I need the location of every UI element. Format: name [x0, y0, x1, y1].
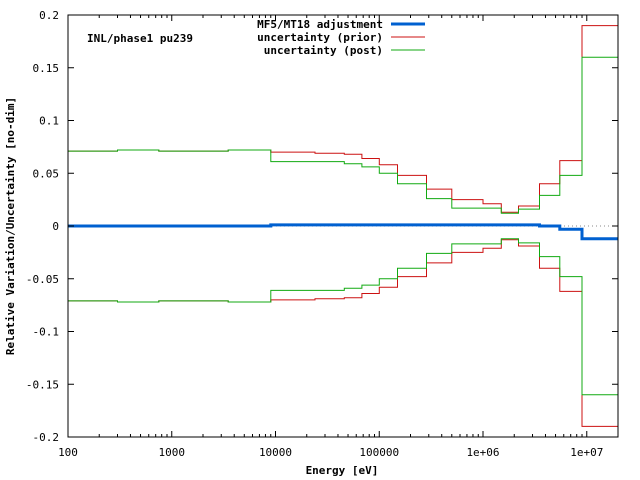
legend-label: uncertainty (prior)	[257, 31, 383, 44]
x-tick-label: 1e+06	[466, 446, 499, 459]
y-tick-label: -0.05	[26, 273, 59, 286]
chart-annotation: INL/phase1 pu239	[87, 32, 193, 45]
x-tick-label: 10000	[259, 446, 292, 459]
y-tick-label: 0.15	[33, 62, 60, 75]
y-tick-label: -0.2	[33, 431, 60, 444]
legend-label: uncertainty (post)	[264, 44, 383, 57]
y-tick-label: 0	[52, 220, 59, 233]
x-tick-label: 100	[58, 446, 78, 459]
x-tick-label: 100000	[359, 446, 399, 459]
x-tick-label: 1e+07	[570, 446, 603, 459]
series-layer	[68, 25, 618, 427]
series-line-uncertainty-post-negative	[68, 238, 618, 396]
y-tick-label: 0.1	[39, 115, 59, 128]
y-tick-label: -0.1	[33, 326, 60, 339]
x-tick-label: 1000	[159, 446, 186, 459]
y-axis-title: Relative Variation/Uncertainty [no-dim]	[4, 97, 17, 355]
series-line-uncertainty-post	[68, 56, 618, 214]
x-axis-title: Energy [eV]	[306, 464, 379, 477]
y-tick-label: -0.15	[26, 378, 59, 391]
series-line-uncertainty-prior-negative	[68, 239, 618, 427]
series-line-mf5-mt18-adjustment	[68, 223, 618, 241]
y-tick-label: 0.2	[39, 9, 59, 22]
legend-label: MF5/MT18 adjustment	[257, 18, 383, 31]
y-tick-label: 0.05	[33, 167, 60, 180]
ticks-layer: 0.2 0.15 0.1 0.05 0 -0.05 -0.1 -0.15 -0.2 100 1000…	[26, 9, 619, 459]
